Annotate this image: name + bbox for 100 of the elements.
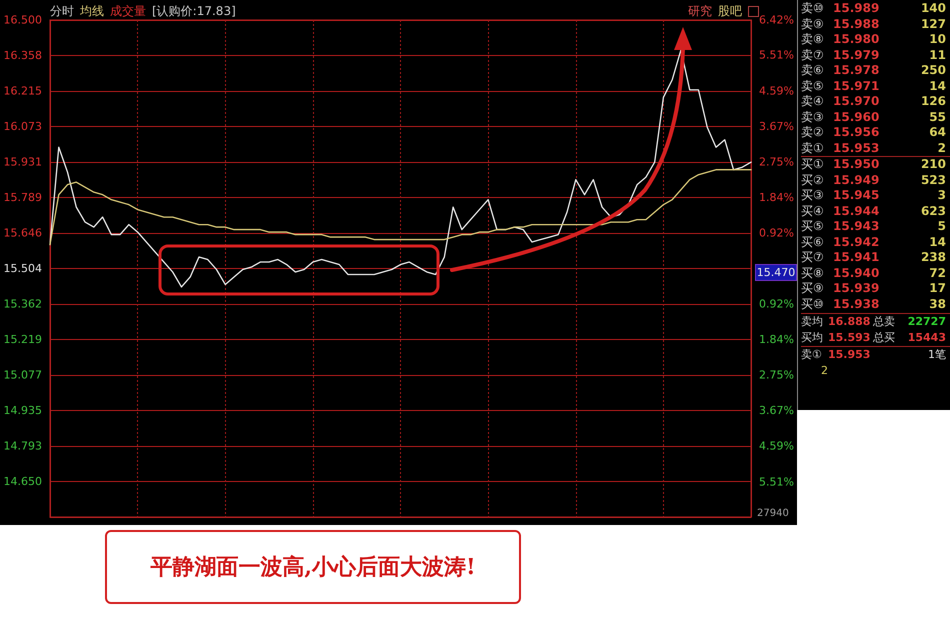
chart-title: 分时 (50, 3, 74, 20)
data-label: 64 (928, 125, 947, 140)
category-label: 卖④ (801, 94, 825, 110)
category-label: 卖⑩ (801, 1, 825, 16)
y-tick-label: 16.073 (4, 120, 42, 134)
data-label: 15.942 (833, 234, 880, 250)
text: [认购价:17.83] (152, 3, 236, 20)
y2-tick-label: 6.42% (759, 14, 794, 26)
y2-tick-label: 4.59% (759, 440, 794, 453)
text: 卖均 16.888 总卖 22727 (801, 314, 947, 330)
category-label: 买⑩ (801, 296, 825, 312)
data-label: 15.939 (833, 281, 880, 296)
y-tick-label: 15.362 (4, 297, 42, 310)
caption-frame: 平静湖面一波高,小心后面大波涛! (105, 530, 521, 604)
category-label: 买③ (801, 188, 825, 204)
data-label: 15.980 (833, 32, 880, 48)
data-label: 2 (936, 140, 947, 156)
data-label: 15.950 (833, 157, 880, 172)
y2-tick-label: 2.75% (759, 368, 794, 382)
text: 成交量 (110, 3, 146, 20)
y2-tick-label: 0.92% (759, 226, 794, 240)
data-label: 15.953 (833, 140, 880, 156)
y-tick-label: 16.215 (4, 84, 42, 98)
y2-tick-label: 3.67% (759, 404, 794, 418)
category-label: 卖⑨ (801, 16, 825, 32)
data-label: 15.949 (833, 172, 880, 188)
category-label: 买① (801, 157, 825, 172)
text: 买均 15.593 总买 15443 (801, 330, 950, 346)
data-label: 623 (920, 204, 947, 219)
y2-tick-label: 0.92% (759, 298, 794, 311)
data-label: 523 (920, 172, 947, 188)
data-label: 14 (928, 234, 947, 250)
y-tick-label: 15.504 (4, 262, 42, 275)
data-label: 238 (920, 250, 947, 266)
data-label: 15.956 (833, 125, 880, 140)
y-tick-label: 16.358 (4, 48, 42, 62)
data-label: 15.988 (833, 16, 880, 32)
y-tick-label: 14.793 (4, 439, 42, 452)
data-label: 38 (928, 296, 947, 312)
y2-tick-label: 3.67% (759, 120, 794, 133)
text: 27940 (757, 508, 789, 519)
category-label: 卖③ (801, 110, 825, 125)
y2-tick-label: 1.84% (759, 190, 794, 204)
data-label: 140 (920, 1, 947, 16)
data-label: 10 (928, 32, 947, 48)
text: 15.470 (755, 264, 797, 281)
text: 均线 (80, 3, 104, 20)
data-label: 5 (936, 219, 947, 234)
text: 股吧 (718, 3, 742, 20)
data-label: 11 (928, 48, 947, 63)
y2-tick-label: 5.51% (759, 475, 794, 488)
data-label: 15.989 (833, 1, 880, 16)
category-label: 买⑧ (801, 266, 825, 281)
category-label: 买⑦ (801, 250, 825, 266)
data-label: 17 (928, 281, 947, 296)
data-label: 15.943 (833, 219, 880, 234)
data-label: 15.978 (833, 63, 880, 78)
data-label: 250 (920, 63, 947, 78)
category-label: 买② (801, 172, 825, 188)
data-label: 15.944 (833, 204, 880, 219)
data-label: 15.945 (833, 188, 880, 204)
data-label: 126 (920, 94, 947, 110)
data-label: 15.960 (833, 110, 880, 125)
data-label: 15.941 (833, 250, 880, 266)
text: 研究 (688, 3, 712, 20)
category-label: 买④ (801, 204, 825, 219)
y2-tick-label: 2.75% (759, 156, 794, 169)
category-label: 卖① (801, 140, 825, 156)
data-label: 72 (928, 266, 947, 281)
category-label: 卖⑦ (801, 48, 825, 63)
line-series (49, 169, 752, 246)
y-tick-label: 16.500 (4, 14, 42, 26)
data-label: 15.938 (833, 296, 880, 312)
y2-tick-label: 5.51% (759, 48, 794, 62)
category-label: 买⑤ (801, 219, 825, 234)
category-label: 买⑨ (801, 281, 825, 296)
text: 2 (821, 363, 829, 379)
y-tick-label: 15.646 (4, 226, 42, 240)
data-label: 3 (936, 188, 947, 204)
y-tick-label: 14.935 (4, 404, 42, 417)
data-label: 14 (928, 78, 947, 94)
y-tick-label: 15.077 (4, 368, 42, 382)
data-label: 15.940 (833, 266, 880, 281)
category-label: 卖⑥ (801, 63, 825, 78)
y-tick-label: 14.650 (4, 475, 42, 488)
text: 卖① 15.953 1笔 (801, 348, 946, 361)
category-label: 买⑥ (801, 234, 825, 250)
data-label: 55 (928, 110, 947, 125)
y-tick-label: 15.219 (4, 333, 42, 346)
data-label: 15.970 (833, 94, 880, 110)
data-label: 127 (920, 16, 947, 32)
y-tick-label: 15.789 (4, 190, 42, 204)
y2-tick-label: 4.59% (759, 84, 794, 98)
category-label: 卖② (801, 125, 825, 140)
category-label: 卖⑤ (801, 78, 825, 94)
category-label: 卖⑧ (801, 32, 825, 48)
data-label: 210 (920, 157, 947, 172)
y2-tick-label: 1.84% (759, 333, 794, 346)
data-label: 15.971 (833, 78, 880, 94)
data-label: 15.979 (833, 48, 880, 63)
